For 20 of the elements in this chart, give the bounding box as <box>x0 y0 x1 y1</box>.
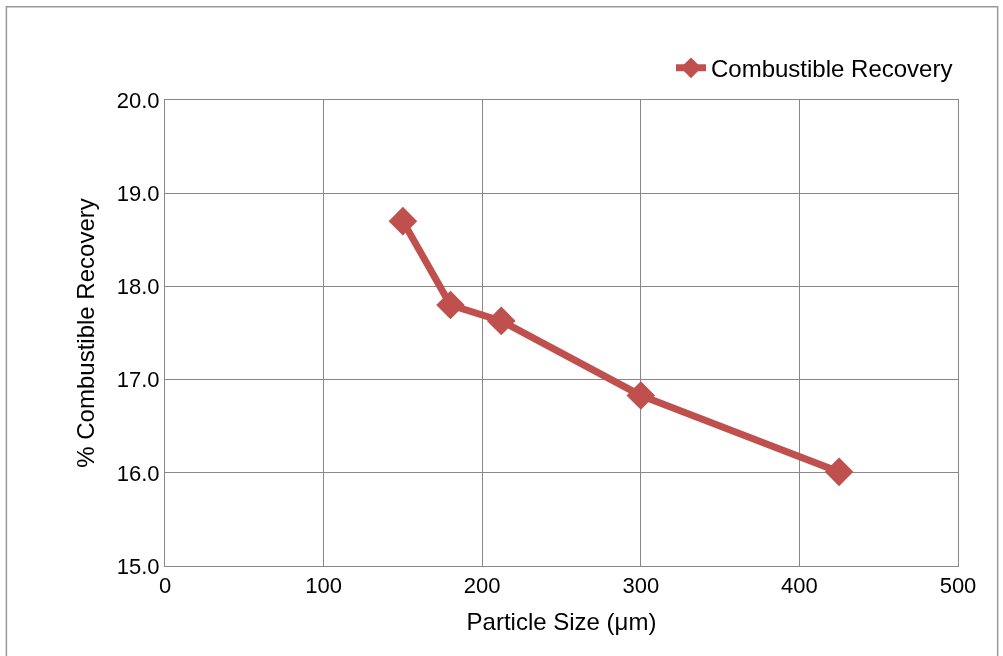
legend-label: Combustible Recovery <box>711 55 953 83</box>
y-tick-label: 17.0 <box>116 367 160 393</box>
y-axis-title: % Combustible Recovery <box>71 198 99 468</box>
x-axis-title: Particle Size (μm) <box>466 607 657 635</box>
point <box>824 457 854 487</box>
point <box>388 206 418 236</box>
x-tick-label: 200 <box>463 573 501 599</box>
x-tick-label: 500 <box>939 573 977 599</box>
point <box>626 381 656 410</box>
x-tick-label: 300 <box>622 573 660 599</box>
y-tick-label: 18.0 <box>116 274 160 300</box>
x-tick-label: 400 <box>781 573 818 599</box>
y-tick-label: 15.0 <box>116 553 160 579</box>
y-tick-label: 16.0 <box>116 460 160 486</box>
y-tick-label: 19.0 <box>116 180 160 206</box>
x-tick-label: 0 <box>158 573 172 599</box>
point <box>486 306 516 336</box>
point <box>436 290 465 320</box>
y-tick-label: 20.0 <box>116 87 160 113</box>
x-tick-label: 100 <box>305 573 342 599</box>
